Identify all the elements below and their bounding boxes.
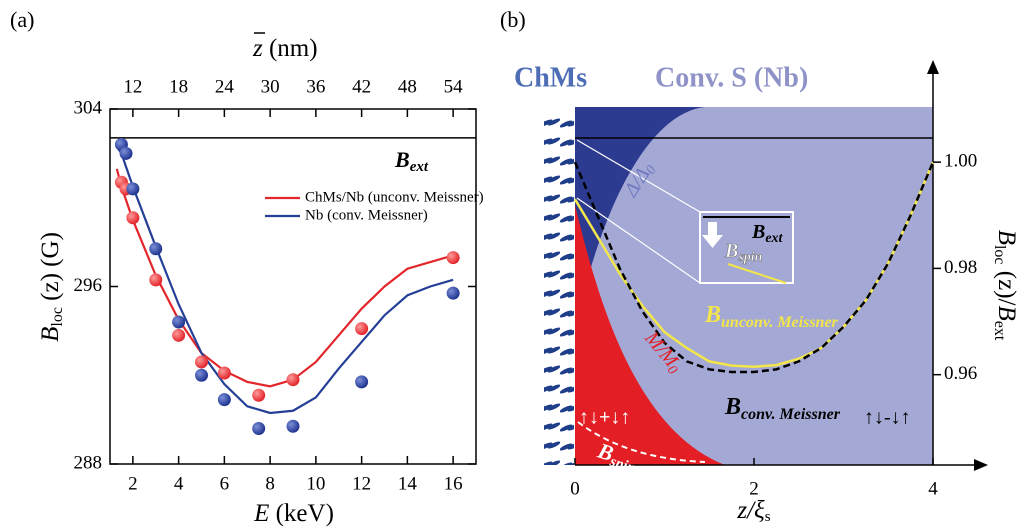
subscript: ext (765, 231, 783, 246)
rest: (z)/ (993, 265, 1020, 306)
x-axis-label: E (keV) (253, 500, 334, 527)
x2-tick-label: 18 (169, 76, 188, 97)
y-axis-label: Bloc (z) (G) (37, 232, 66, 342)
x-tick-label: 14 (398, 473, 418, 494)
data-point (172, 316, 185, 329)
data-point (287, 420, 300, 433)
spin-state: ↑↓-↓↑ (864, 407, 911, 429)
x2-tick-label: 30 (261, 76, 280, 97)
data-point (355, 322, 368, 335)
subscript: loc (991, 245, 1008, 265)
data-point (218, 393, 231, 406)
legend-label: Nb (conv. Meissner) (305, 207, 428, 223)
axis-arrow (927, 60, 939, 74)
y-tick-label: 288 (74, 452, 103, 473)
symbol: B (37, 327, 64, 342)
x2-axis-label: z (nm) (252, 35, 318, 62)
axis-arrow (974, 459, 988, 471)
x-tick-label: 0 (570, 478, 580, 499)
data-point (447, 251, 460, 264)
data-point (195, 369, 208, 382)
x2-tick-label: 54 (444, 76, 464, 97)
data-point (252, 422, 265, 435)
region-label: ChMs (514, 62, 587, 93)
x2-tick-label: 42 (352, 76, 371, 97)
y-tick-label: 296 (74, 275, 103, 296)
symbol: B (724, 240, 738, 262)
region-label: Conv. S (Nb) (655, 62, 808, 93)
data-point (149, 242, 162, 255)
symbol: E (253, 500, 269, 527)
unit: (keV) (269, 500, 334, 527)
x-axis-label: z/ξs (736, 497, 770, 526)
symbol: B (751, 221, 765, 243)
data-point (218, 367, 231, 380)
data-point (126, 182, 139, 195)
subscript: s (765, 509, 771, 525)
y-axis-label: Bloc (z)/Bext (991, 230, 1020, 341)
data-point (120, 147, 133, 160)
symbol: z (252, 35, 263, 62)
data-point (126, 211, 139, 224)
y-tick-label: 0.98 (944, 257, 977, 278)
symbol: B (724, 394, 741, 420)
symbol: B (993, 230, 1020, 245)
fit-line (117, 147, 453, 413)
data-point (252, 389, 265, 402)
y-tick-label: 0.96 (944, 363, 977, 384)
figure: 2468101214161218243036424854288296304ChM… (0, 0, 1035, 530)
symbol: B (993, 305, 1020, 320)
x-tick-label: 2 (128, 473, 138, 494)
unit: (nm) (263, 35, 318, 62)
data-point (149, 273, 162, 286)
symbol: B (704, 302, 721, 328)
spin-state: ↑↓+↓↑ (579, 407, 630, 429)
y-tick-label: 304 (74, 97, 103, 118)
subscript: ext (991, 321, 1008, 341)
panel-label: (a) (10, 7, 34, 32)
subscript: loc (49, 307, 66, 327)
legend-label: ChMs/Nb (unconv. Meissner) (305, 189, 484, 205)
name: unconv. Meissner (721, 314, 839, 331)
panel-label: (b) (500, 7, 526, 32)
x2-tick-label: 12 (123, 76, 142, 97)
x-tick-label: 4 (928, 478, 938, 499)
data-point (447, 287, 460, 300)
data-point (195, 355, 208, 368)
x2-tick-label: 24 (215, 76, 235, 97)
data-point (355, 375, 368, 388)
x2-tick-label: 36 (306, 76, 325, 97)
x-tick-label: 4 (174, 473, 184, 494)
x-tick-label: 6 (220, 473, 230, 494)
rest: (z) (G) (37, 232, 64, 307)
chiral-molecules (544, 110, 574, 465)
reference-label: Bext (394, 147, 429, 175)
subscript: ext (410, 159, 429, 175)
x-tick-label: 12 (352, 473, 371, 494)
x-tick-label: 8 (265, 473, 275, 494)
symbol: B (394, 147, 410, 172)
subscript: spin (737, 250, 762, 265)
data-point (172, 329, 185, 342)
data-point (287, 373, 300, 386)
x-tick-label: 16 (444, 473, 463, 494)
y-tick-label: 1.00 (944, 150, 977, 171)
x2-tick-label: 48 (398, 76, 417, 97)
name: conv. Meissner (741, 406, 841, 423)
symbol: z/ξ (736, 497, 765, 524)
x-tick-label: 10 (306, 473, 325, 494)
